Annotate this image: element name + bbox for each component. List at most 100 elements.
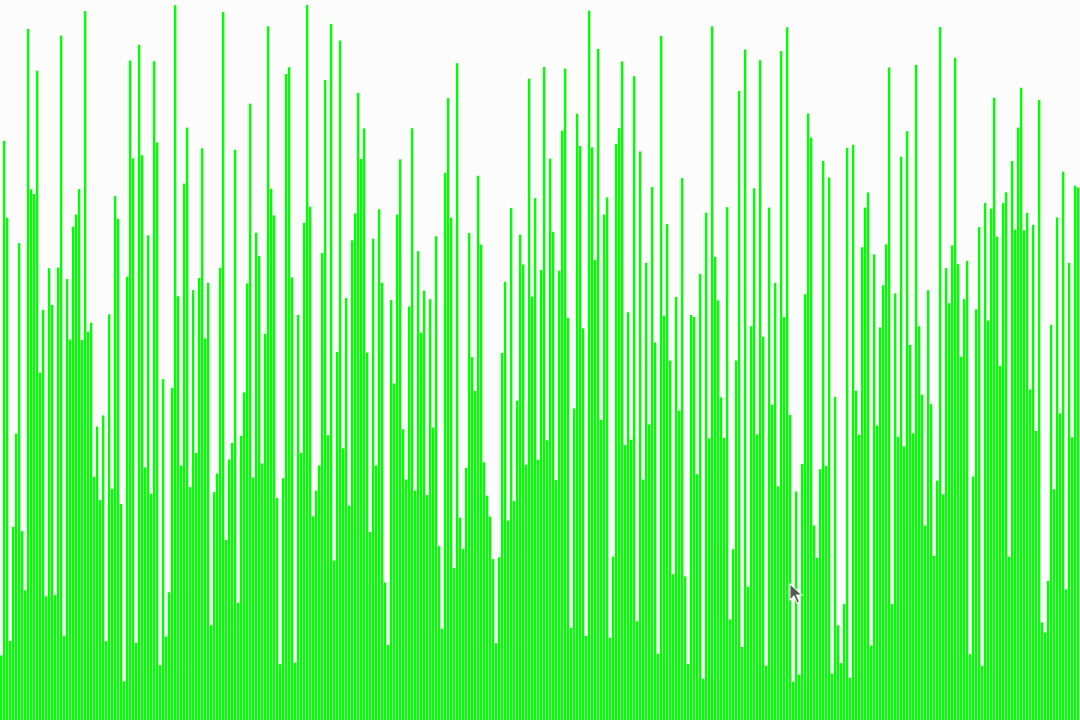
bar — [561, 130, 564, 720]
bar — [144, 467, 147, 720]
bar — [324, 80, 327, 720]
bar — [744, 49, 747, 720]
bar — [960, 356, 963, 720]
bar — [1026, 212, 1029, 720]
bar — [234, 149, 237, 720]
bar — [624, 445, 627, 720]
bar — [651, 187, 654, 720]
bar — [606, 197, 609, 720]
bar — [801, 464, 804, 720]
bar — [417, 251, 420, 720]
bar — [258, 256, 261, 720]
bar — [162, 379, 165, 720]
bar — [1065, 589, 1068, 720]
bar — [114, 196, 117, 720]
bar — [51, 305, 54, 720]
bar — [30, 189, 33, 720]
bar — [693, 316, 696, 720]
bar — [930, 404, 933, 720]
bar — [639, 151, 642, 720]
bar — [123, 681, 126, 720]
bar — [1032, 224, 1035, 720]
bar — [933, 555, 936, 720]
bar — [111, 488, 114, 720]
bar — [129, 60, 132, 720]
bar — [90, 322, 93, 720]
bar — [432, 427, 435, 720]
bar — [948, 303, 951, 720]
bar — [402, 429, 405, 720]
bar — [855, 390, 858, 720]
bar — [711, 26, 714, 720]
bar — [789, 414, 792, 720]
bar — [495, 643, 498, 720]
bar — [405, 479, 408, 720]
bar — [195, 452, 198, 720]
bar — [138, 44, 141, 720]
bar — [1008, 556, 1011, 720]
bar — [921, 394, 924, 720]
bar — [465, 467, 468, 720]
bar — [300, 452, 303, 720]
bar — [936, 480, 939, 720]
bar — [534, 198, 537, 720]
bar — [762, 336, 765, 720]
bar — [972, 476, 975, 720]
bar — [924, 525, 927, 720]
bar — [1044, 632, 1047, 720]
bar — [600, 419, 603, 720]
bar — [612, 556, 615, 720]
bar — [846, 147, 849, 720]
bar — [225, 539, 228, 720]
bar — [1047, 580, 1050, 720]
bar — [39, 372, 42, 720]
bar — [618, 128, 621, 720]
bar — [804, 294, 807, 720]
bar — [528, 78, 531, 720]
bar — [735, 360, 738, 720]
bar — [216, 473, 219, 720]
bar — [27, 28, 30, 720]
bar — [0, 655, 3, 720]
bar — [105, 641, 108, 720]
bar — [813, 525, 816, 720]
bar — [243, 392, 246, 720]
bar — [96, 426, 99, 720]
bar — [690, 314, 693, 720]
bar — [873, 254, 876, 720]
bar — [318, 465, 321, 720]
bar — [810, 137, 813, 720]
bar — [390, 300, 393, 720]
bar — [486, 495, 489, 720]
bar — [438, 546, 441, 720]
bar — [84, 11, 87, 720]
bar — [15, 433, 18, 720]
bar — [573, 408, 576, 720]
bar — [714, 256, 717, 720]
bar — [582, 328, 585, 720]
bar — [792, 681, 795, 720]
bar — [732, 549, 735, 720]
bar — [594, 259, 597, 720]
bar — [108, 314, 111, 720]
bar — [36, 70, 39, 720]
bar — [9, 641, 12, 720]
bar — [1017, 127, 1020, 720]
bar — [492, 559, 495, 720]
bar — [741, 646, 744, 720]
bar — [990, 208, 993, 720]
bar — [483, 462, 486, 720]
bar — [447, 98, 450, 720]
bar — [564, 68, 567, 720]
bar — [273, 215, 276, 720]
bar — [678, 410, 681, 720]
bar — [765, 665, 768, 720]
bar — [966, 260, 969, 720]
bar — [720, 397, 723, 720]
bar — [414, 490, 417, 720]
bar — [315, 490, 318, 720]
bar — [360, 159, 363, 720]
bar — [33, 194, 36, 720]
bar — [672, 574, 675, 720]
